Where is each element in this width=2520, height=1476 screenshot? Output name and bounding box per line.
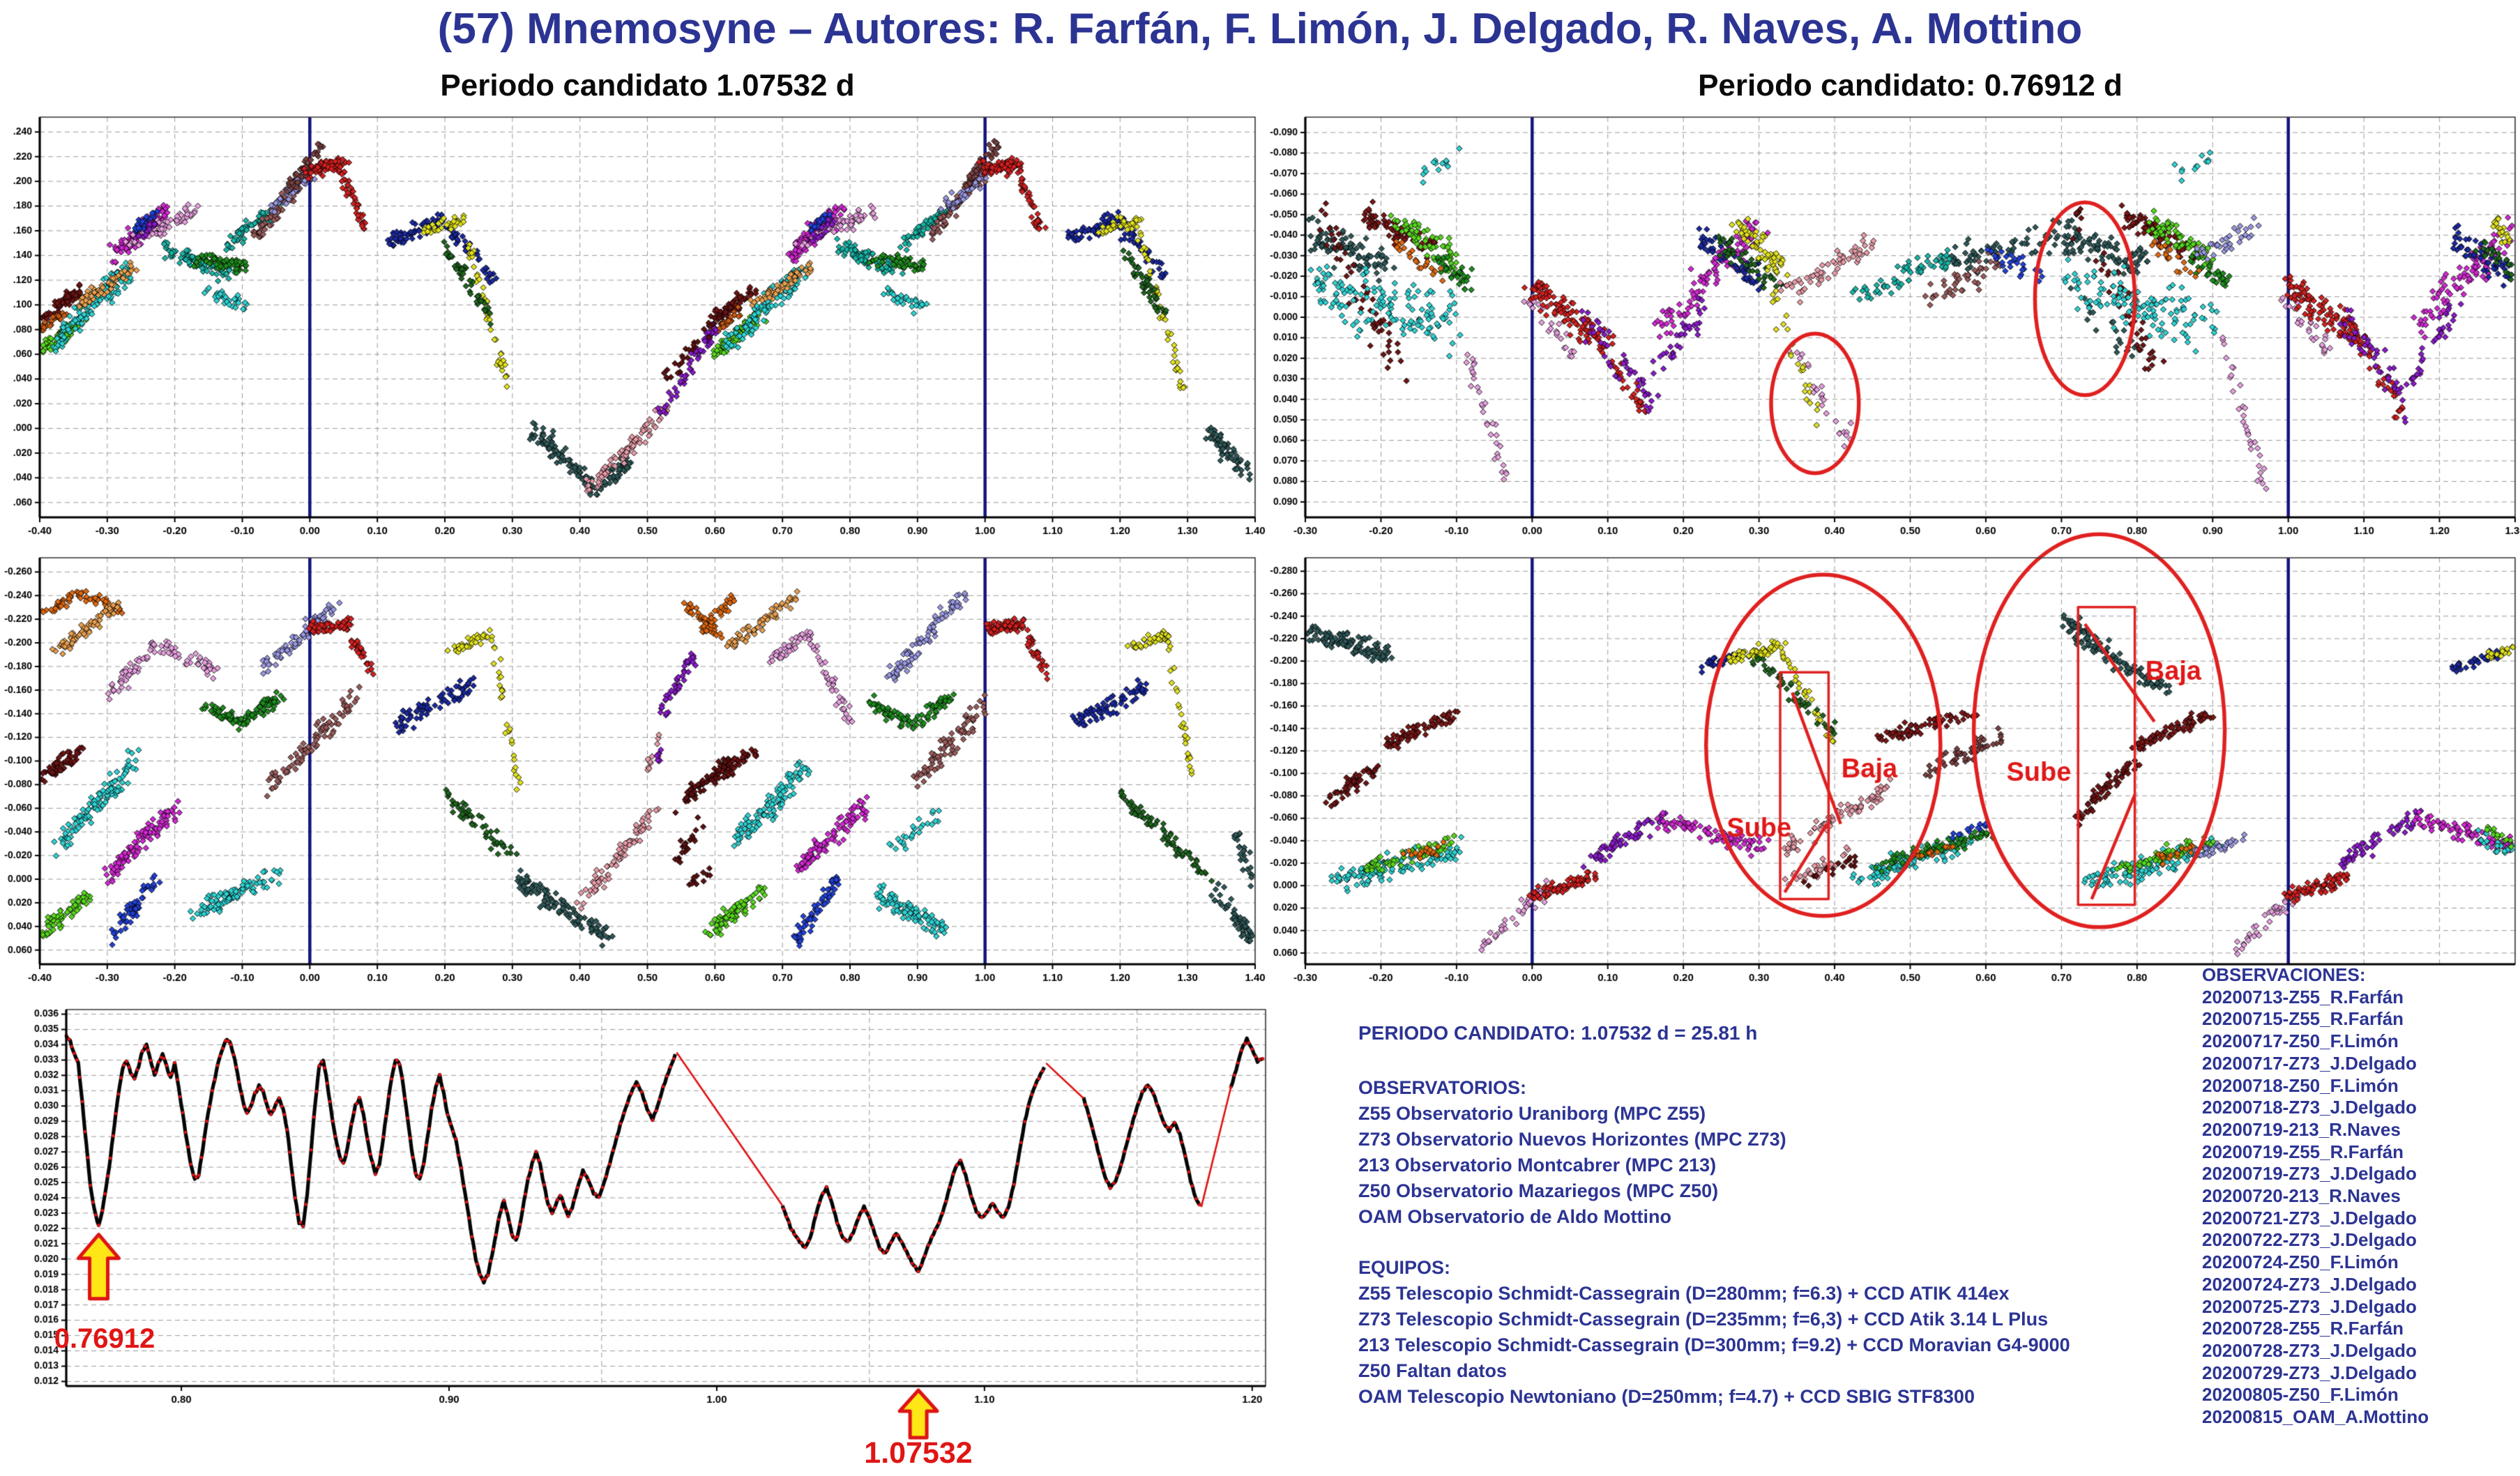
observaciones-block: OBSERVACIONES: 20200713-Z55_R.Farfán 202… bbox=[2202, 964, 2429, 1429]
observaciones-header: OBSERVACIONES: bbox=[2202, 964, 2366, 985]
observacion-item: 20200728-Z73_J.Delgado bbox=[2202, 1339, 2417, 1361]
plot-title-left: Periodo candidato 1.07532 d bbox=[440, 68, 855, 102]
equipos-block: EQUIPOS: Z55 Telescopio Schmidt-Cassegra… bbox=[1358, 1255, 2070, 1410]
observacion-item: 20200815_OAM_A.Mottino bbox=[2202, 1406, 2429, 1428]
observatorio-item: Z55 Observatorio Uraniborg (MPC Z55) bbox=[1358, 1103, 1706, 1124]
observatorios-header: OBSERVATORIOS: bbox=[1358, 1077, 1527, 1098]
observacion-item: 20200713-Z55_R.Farfán bbox=[2202, 986, 2404, 1007]
observacion-item: 20200717-Z50_F.Limón bbox=[2202, 1030, 2399, 1052]
observacion-item: 20200722-Z73_J.Delgado bbox=[2202, 1229, 2417, 1251]
observacion-item: 20200721-Z73_J.Delgado bbox=[2202, 1207, 2417, 1228]
equipo-item: Z73 Telescopio Schmidt-Cassegrain (D=235… bbox=[1358, 1309, 2049, 1330]
observacion-item: 20200718-Z50_F.Limón bbox=[2202, 1074, 2399, 1096]
observacion-item: 20200805-Z50_F.Limón bbox=[2202, 1384, 2399, 1406]
equipo-item: Z50 Faltan datos bbox=[1358, 1360, 1508, 1381]
observatorio-item: 213 Observatorio Montcabrer (MPC 213) bbox=[1358, 1155, 1717, 1176]
observacion-item: 20200715-Z55_R.Farfán bbox=[2202, 1008, 2404, 1030]
equipo-item: OAM Telescopio Newtoniano (D=250mm; f=4.… bbox=[1358, 1386, 1975, 1407]
observacion-item: 20200718-Z73_J.Delgado bbox=[2202, 1097, 2417, 1118]
period-label-107532: 1.07532 bbox=[864, 1436, 973, 1470]
observacion-item: 20200720-213_R.Naves bbox=[2202, 1185, 2401, 1207]
observacion-item: 20200724-Z50_F.Limón bbox=[2202, 1251, 2399, 1273]
observatorio-item: Z50 Observatorio Mazariegos (MPC Z50) bbox=[1358, 1180, 1719, 1201]
observacion-item: 20200717-Z73_J.Delgado bbox=[2202, 1052, 2417, 1074]
periodo-candidato-line: PERIODO CANDIDATO: 1.07532 d = 25.81 h bbox=[1358, 1022, 1758, 1044]
observacion-item: 20200724-Z73_J.Delgado bbox=[2202, 1273, 2417, 1295]
observatorios-block: OBSERVATORIOS: Z55 Observatorio Uranibor… bbox=[1358, 1075, 1786, 1230]
observatorio-item: Z73 Observatorio Nuevos Horizontes (MPC … bbox=[1358, 1129, 1786, 1150]
plot-title-right: Periodo candidato: 0.76912 d bbox=[1698, 68, 2123, 102]
page-title: (57) Mnemosyne – Autores: R. Farfán, F. … bbox=[437, 5, 2083, 53]
period-label-076912: 0.76912 bbox=[54, 1323, 155, 1354]
observatorio-item: OAM Observatorio de Aldo Mottino bbox=[1358, 1206, 1671, 1227]
observacion-item: 20200725-Z73_J.Delgado bbox=[2202, 1295, 2417, 1317]
observacion-item: 20200719-Z73_J.Delgado bbox=[2202, 1163, 2417, 1185]
observacion-item: 20200728-Z55_R.Farfán bbox=[2202, 1318, 2404, 1339]
observacion-item: 20200719-Z55_R.Farfán bbox=[2202, 1141, 2404, 1162]
equipos-header: EQUIPOS: bbox=[1358, 1257, 1451, 1278]
observacion-item: 20200719-213_R.Naves bbox=[2202, 1118, 2401, 1140]
observacion-item: 20200729-Z73_J.Delgado bbox=[2202, 1362, 2417, 1383]
equipo-item: 213 Telescopio Schmidt-Cassegrain (D=300… bbox=[1358, 1334, 2070, 1355]
equipo-item: Z55 Telescopio Schmidt-Cassegrain (D=280… bbox=[1358, 1283, 2010, 1304]
